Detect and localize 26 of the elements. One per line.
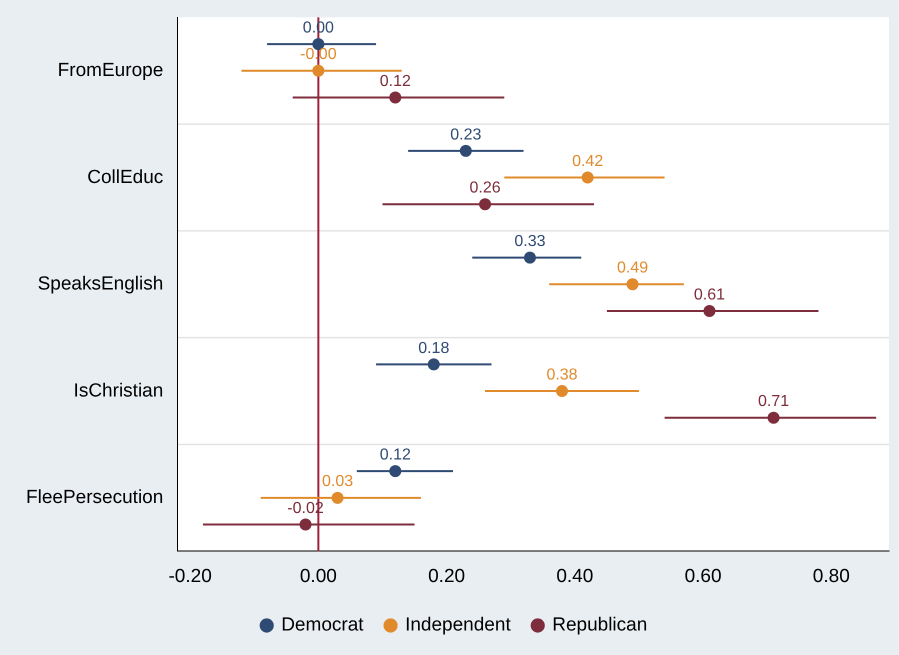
data-label: 0.12 — [380, 72, 411, 90]
data-label: 0.33 — [514, 233, 546, 250]
y-tick-label: IsChristian — [74, 380, 164, 402]
x-tick-label: 0.20 — [428, 566, 466, 587]
x-tick-label: 0.00 — [300, 566, 337, 587]
data-label: 0.42 — [572, 152, 604, 170]
data-label: 0.03 — [322, 473, 354, 490]
x-tick-label: 0.80 — [812, 566, 850, 587]
data-label: 0.49 — [616, 260, 648, 277]
data-label: 0.38 — [546, 366, 578, 384]
data-label: 0.23 — [450, 126, 482, 144]
data-label: 0.26 — [469, 180, 501, 197]
data-label: 0.61 — [694, 286, 726, 304]
legend-label: Independent — [405, 614, 512, 636]
y-tick-label: FromEurope — [58, 60, 164, 82]
legend-label: Republican — [552, 614, 648, 636]
legend-label: Democrat — [281, 614, 364, 636]
data-label: 0.12 — [380, 446, 411, 464]
data-label: 0.71 — [758, 393, 790, 410]
y-tick-label: FleePersecution — [26, 487, 164, 508]
x-tick-label: 0.60 — [684, 566, 722, 587]
x-tick-label: -0.20 — [168, 566, 212, 587]
data-label: 0.18 — [418, 340, 450, 357]
y-tick-label: SpeaksEnglish — [38, 274, 164, 295]
x-tick-label: 0.40 — [556, 566, 594, 587]
y-tick-label: CollEduc — [87, 166, 164, 188]
